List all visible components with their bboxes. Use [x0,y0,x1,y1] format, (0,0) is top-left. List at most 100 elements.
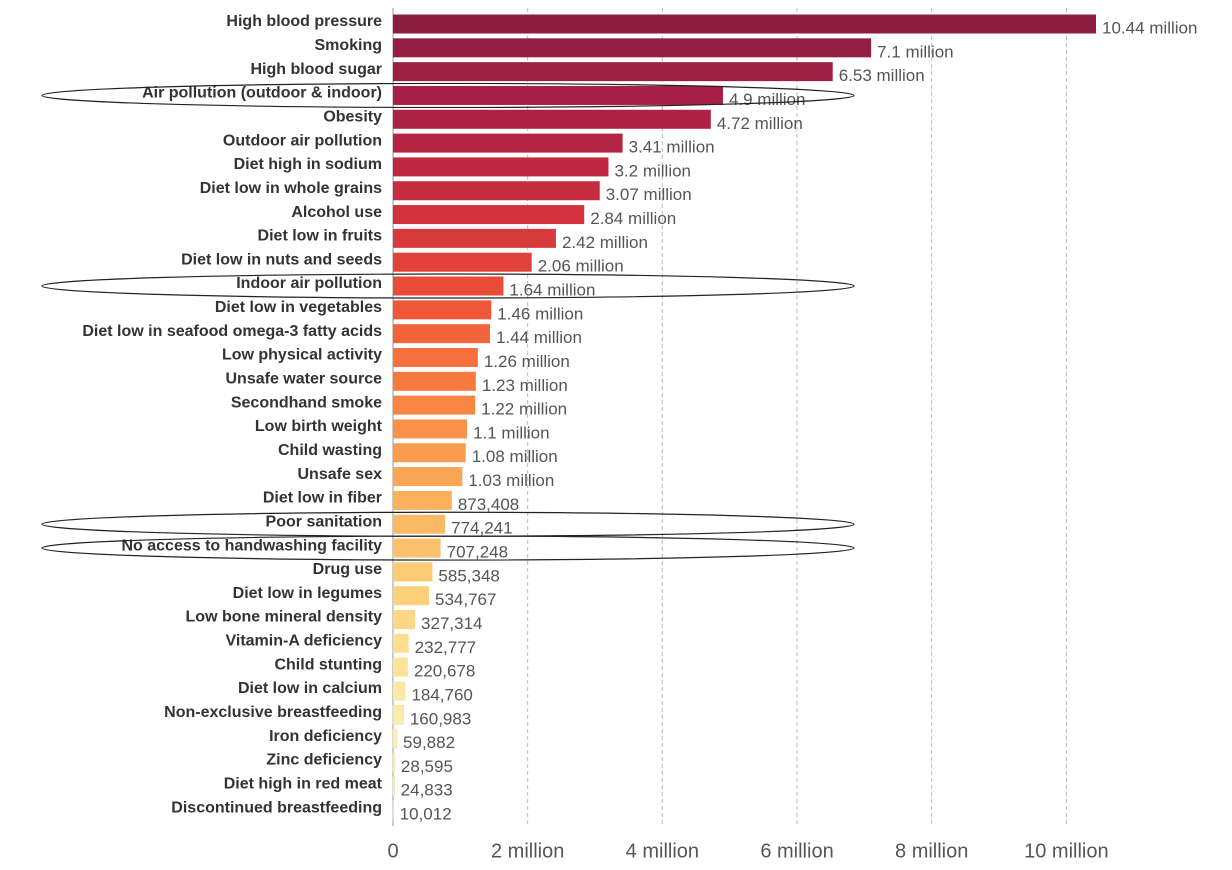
bar [392,728,398,749]
value-label: 873,408 [458,495,519,514]
value-label: 2.06 million [538,257,624,276]
category-label: Drug use [313,561,382,578]
x-tick-label: 10 million [1024,840,1108,862]
category-label: Child wasting [278,442,382,459]
category-label: Indoor air pollution [236,275,382,292]
category-label: Unsafe water source [225,371,382,388]
value-label: 4.72 million [717,114,803,133]
category-label: Diet low in nuts and seeds [181,251,382,268]
category-label: Obesity [323,108,382,125]
category-label: Unsafe sex [298,466,383,483]
value-label: 10.44 million [1102,18,1197,37]
category-label: Zinc deficiency [266,752,382,769]
bar [393,610,416,629]
category-label: Outdoor air pollution [223,132,382,149]
bar [392,752,396,773]
value-label: 6.53 million [839,66,925,85]
bar [393,514,446,534]
value-label: 585,348 [438,566,499,585]
bar [393,633,409,653]
value-label: 774,241 [451,519,512,538]
bar [393,347,478,367]
value-label: 1.64 million [509,281,595,300]
bar [393,85,723,105]
bar [393,157,609,177]
value-label: 24,833 [401,781,453,800]
bar [393,490,452,510]
highlight-ellipse [41,511,855,537]
value-label: 327,314 [421,614,482,633]
bar [393,395,476,415]
bar [393,252,532,272]
value-label: 1.44 million [496,328,582,347]
category-label: Vitamin-A deficiency [226,633,383,650]
value-label: 2.84 million [590,209,676,228]
value-label: 1.46 million [497,304,583,323]
category-label: Non-exclusive breastfeeding [164,704,382,721]
bar [393,586,430,606]
bar [393,467,463,487]
value-label: 3.41 million [629,138,715,157]
category-label: Diet low in calcium [238,680,382,697]
bar [393,38,872,58]
bar [392,776,395,796]
category-label: No access to handwashing facility [121,537,382,554]
bar [393,205,585,225]
bar [393,181,600,201]
value-label: 2.42 million [562,233,648,252]
value-label: 1.1 million [473,423,550,442]
highlight-ellipse [41,535,855,561]
value-label: 220,678 [414,662,475,681]
bar [393,443,466,463]
bar [393,324,490,344]
category-label: Low bone mineral density [186,609,383,626]
highlight-ellipse [41,82,855,109]
bar [392,705,405,725]
value-label: 59,882 [403,733,455,752]
category-label: Diet low in fruits [258,228,383,245]
category-label: Low birth weight [255,418,383,435]
category-label: Discontinued breastfeeding [171,799,382,816]
bar [393,109,711,129]
value-label: 4.9 million [729,90,806,109]
value-label: 7.1 million [877,42,954,61]
x-tick-label: 4 million [626,840,699,862]
bar [393,62,833,82]
value-label: 707,248 [447,543,508,562]
category-label: Diet high in sodium [234,156,382,173]
value-label: 1.26 million [484,352,570,371]
category-label: Iron deficiency [269,728,382,745]
x-tick-label: 6 million [760,840,833,862]
bar [393,538,441,558]
value-label: 1.03 million [468,471,554,490]
category-label: Child stunting [274,656,382,673]
category-label: High blood sugar [250,61,382,78]
bar [393,276,504,296]
category-label: Diet low in seafood omega-3 fatty acids [82,323,382,340]
value-label: 1.22 million [481,400,567,419]
category-label: Low physical activity [222,347,382,364]
category-label: High blood pressure [226,13,382,30]
category-label: Diet low in whole grains [200,180,382,197]
value-label: 28,595 [401,757,453,776]
bar [393,562,433,582]
bar [393,419,468,439]
bar [393,371,476,391]
x-tick-label: 2 million [491,840,564,862]
category-label: Diet low in legumes [233,585,382,602]
category-label: Alcohol use [291,204,382,221]
bar [393,300,492,320]
value-label: 184,760 [411,685,472,704]
category-label: Secondhand smoke [231,394,382,411]
bar [393,133,623,153]
value-label: 160,983 [410,709,471,728]
value-label: 232,777 [415,638,476,657]
category-label: Diet low in fiber [263,490,382,507]
bar [393,657,408,677]
category-label: Smoking [314,37,382,54]
value-label: 1.23 million [482,376,568,395]
category-label: Diet low in vegetables [215,299,382,316]
category-label: Poor sanitation [266,513,382,530]
highlight-ellipse [41,273,855,299]
